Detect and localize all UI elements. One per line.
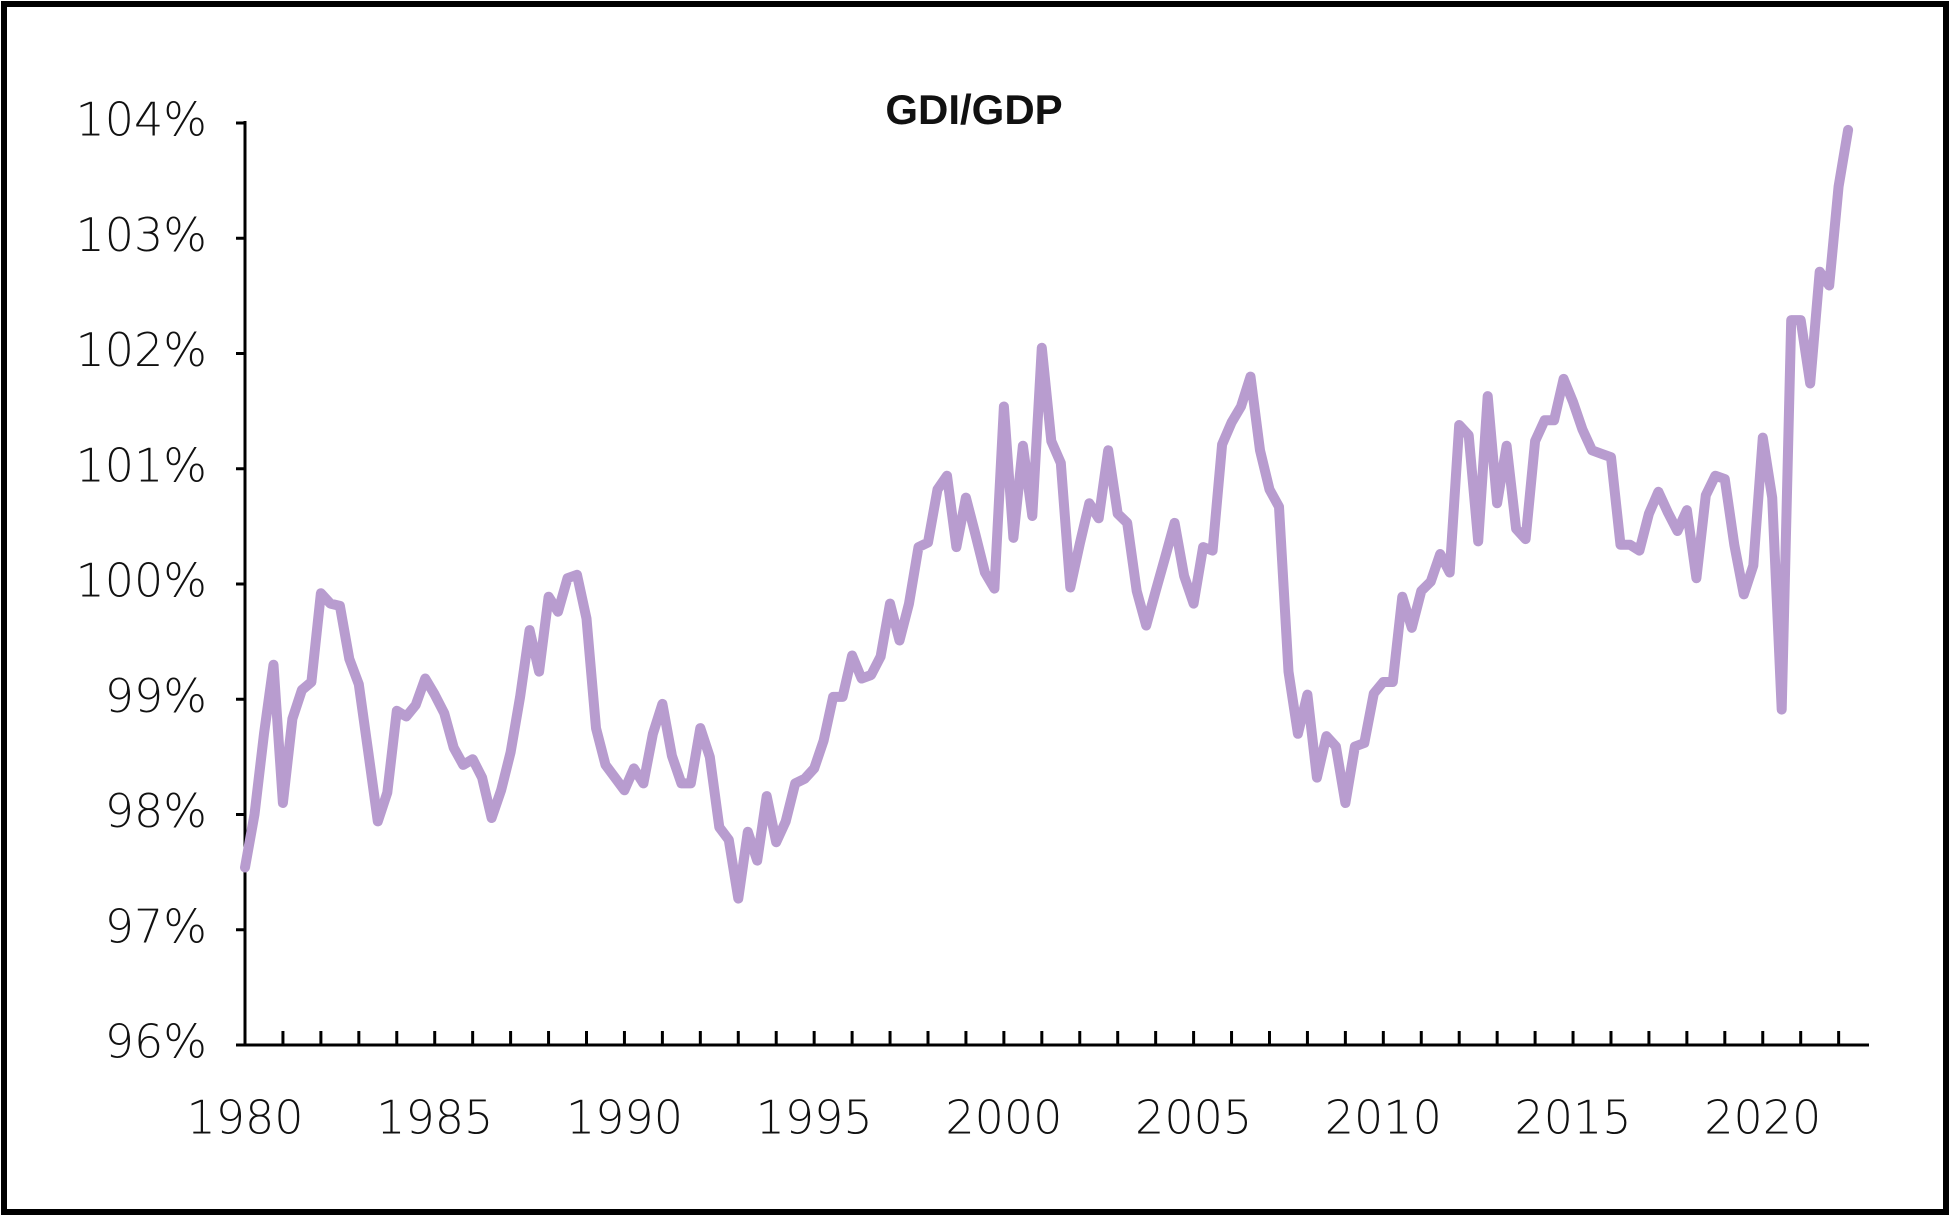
x-tick-label: 2020: [1704, 1091, 1821, 1145]
y-tick-label: 99%: [105, 669, 207, 723]
y-tick-label: 98%: [105, 784, 207, 838]
y-tick-label: 103%: [75, 208, 207, 262]
y-tick-label: 102%: [75, 323, 207, 377]
data-line: [240, 124, 1854, 904]
x-tick-label: 1980: [186, 1091, 303, 1145]
x-tick-label: 1995: [756, 1091, 873, 1145]
y-tick-label: 100%: [75, 554, 207, 608]
y-tick-label: 104%: [75, 93, 207, 147]
x-tick-label: 2000: [945, 1091, 1062, 1145]
y-tick-label: 96%: [105, 1015, 207, 1069]
x-tick-label: 2015: [1514, 1091, 1631, 1145]
x-tick-label: 2010: [1325, 1091, 1442, 1145]
x-tick-label: 1990: [566, 1091, 683, 1145]
x-tick-label: 2005: [1135, 1091, 1252, 1145]
x-tick-label: 1985: [376, 1091, 493, 1145]
y-tick-label: 97%: [105, 899, 207, 953]
y-tick-label: 101%: [75, 438, 207, 492]
chart-title: GDI/GDP: [885, 86, 1062, 133]
